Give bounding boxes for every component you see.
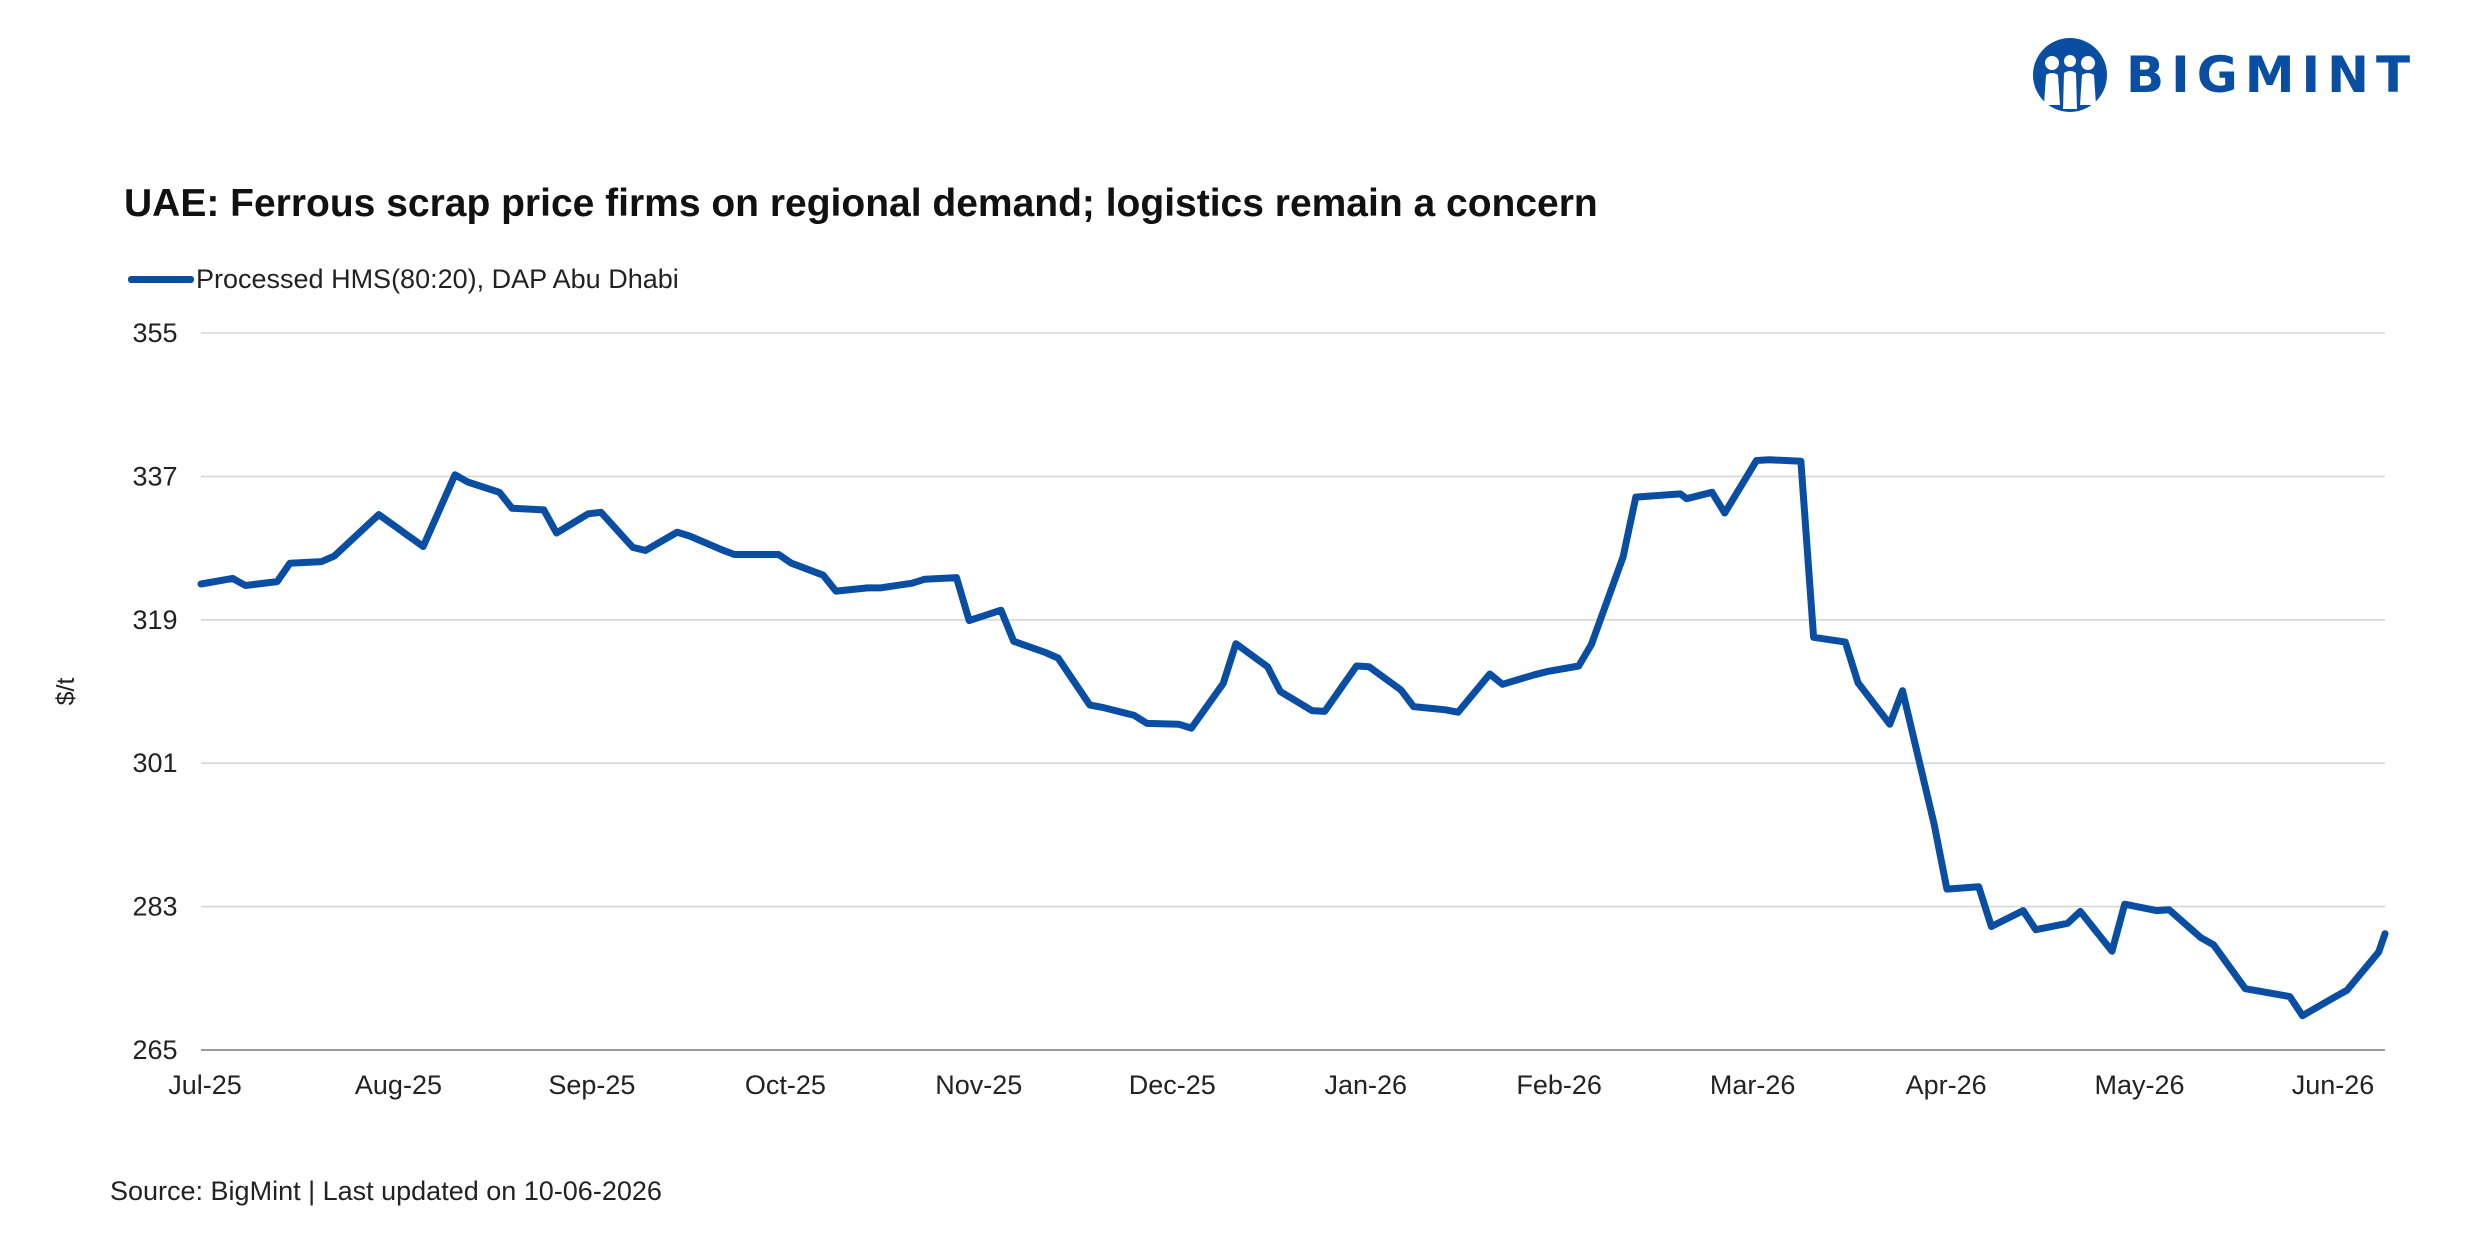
y-tick-label: 319 <box>132 605 177 635</box>
chart-legend: Processed HMS(80:20), DAP Abu Dhabi <box>128 264 679 295</box>
x-tick-label: Aug-25 <box>355 1070 442 1100</box>
series-line <box>197 456 2389 1020</box>
x-tick-label: Jun-26 <box>2292 1070 2375 1100</box>
x-tick-label: Sep-25 <box>548 1070 635 1100</box>
y-tick-label: 337 <box>132 461 177 491</box>
source-note: Source: BigMint | Last updated on 10-06-… <box>110 1176 662 1206</box>
bigmint-logo: BIGMINT <box>2030 30 2430 120</box>
x-tick-label: Apr-26 <box>1906 1070 1987 1100</box>
x-tick-label: Jul-25 <box>168 1070 242 1100</box>
y-tick-label: 265 <box>132 1035 177 1065</box>
y-tick-label: 355 <box>132 318 177 348</box>
legend-line-swatch <box>128 276 194 283</box>
bigmint-logo-icon <box>2033 38 2107 112</box>
x-tick-label: Jan-26 <box>1324 1070 1407 1100</box>
y-axis-label: $/t <box>52 678 80 706</box>
x-tick-label: May-26 <box>2095 1070 2185 1100</box>
x-tick-label: Feb-26 <box>1516 1070 1602 1100</box>
x-tick-label: Oct-25 <box>745 1070 826 1100</box>
y-tick-label: 283 <box>132 892 177 922</box>
legend-label: Processed HMS(80:20), DAP Abu Dhabi <box>196 264 679 294</box>
y-tick-label: 301 <box>132 748 177 778</box>
chart-title: UAE: Ferrous scrap price firms on region… <box>124 182 1598 225</box>
x-tick-label: Mar-26 <box>1710 1070 1796 1100</box>
brand-name: BIGMINT <box>2126 46 2418 104</box>
x-tick-label: Dec-25 <box>1129 1070 1216 1100</box>
x-tick-label: Nov-25 <box>935 1070 1022 1100</box>
